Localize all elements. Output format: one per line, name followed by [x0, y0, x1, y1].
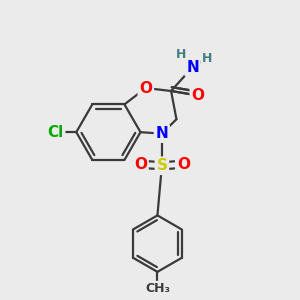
- Text: S: S: [156, 158, 167, 173]
- Text: O: O: [139, 80, 152, 95]
- Text: H: H: [176, 48, 186, 61]
- Text: O: O: [191, 88, 204, 103]
- Text: Cl: Cl: [47, 125, 64, 140]
- Text: O: O: [134, 157, 147, 172]
- Text: O: O: [177, 157, 190, 172]
- Text: CH₃: CH₃: [145, 282, 170, 295]
- Text: N: N: [155, 126, 168, 141]
- Text: N: N: [186, 60, 199, 75]
- Text: H: H: [202, 52, 213, 65]
